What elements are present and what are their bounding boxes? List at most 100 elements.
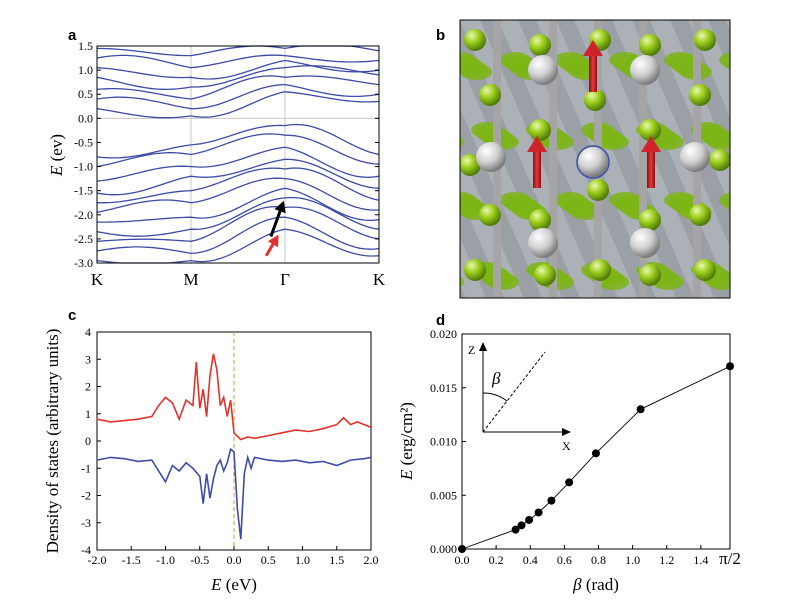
y-tick-label-c: 2 <box>85 380 91 394</box>
metal-atom <box>630 55 660 85</box>
inset-x-arrowhead <box>562 428 571 436</box>
crystal-frame <box>459 19 731 299</box>
metal-atom <box>476 142 506 172</box>
ligand-layer <box>762 274 793 290</box>
metal-bond <box>639 20 647 298</box>
data-point <box>547 496 556 505</box>
ligand-layer <box>428 131 460 147</box>
ligand-layer <box>723 196 730 210</box>
dos-chart: -2.0 -1.5 -1.0 -0.5 0.0 0.5 1.0 1.5 2.0 4 3 2 1 0 -1 -2… <box>43 325 379 594</box>
ligand-layer <box>719 192 730 208</box>
ligand-layer <box>420 125 452 141</box>
ligand-layer <box>416 262 448 278</box>
band-6 <box>96 83 380 110</box>
ligand-layer <box>460 136 464 148</box>
kpoint-label: K <box>91 270 104 289</box>
crystal-structure-image <box>389 19 793 299</box>
band-9 <box>96 133 380 168</box>
magnetic-moment-head <box>641 136 661 152</box>
y-tick-label-a: -2.5 <box>74 232 93 246</box>
ligand-layer <box>727 201 730 211</box>
data-point <box>591 449 600 458</box>
band-15 <box>96 196 380 237</box>
ligand-layer <box>389 192 421 208</box>
metal-atom <box>578 147 608 177</box>
ligand-layer <box>487 274 519 290</box>
ligand-layer <box>754 268 786 284</box>
ligand-atom <box>639 264 661 286</box>
y-tick-label-d: 0.015 <box>430 381 457 395</box>
y-tick-label-a: -1.5 <box>74 184 93 198</box>
ligand-layer <box>460 64 492 80</box>
y-tick-label-a: 0.5 <box>78 87 93 101</box>
black-arrow-head <box>274 200 286 214</box>
ligand-layer <box>754 128 786 144</box>
metal-atom <box>528 55 558 85</box>
y-tick-label-d: 0.010 <box>430 435 457 449</box>
ligand-atom <box>689 204 711 226</box>
x-tick-label-c: 1.0 <box>295 553 310 567</box>
inset-angle-arc <box>482 392 508 402</box>
data-point <box>565 478 574 487</box>
ligand-layer <box>401 201 433 217</box>
panel-label-c: c <box>68 307 76 324</box>
ligand-layer <box>758 131 790 147</box>
y-tick-label-d: 0.020 <box>430 327 457 341</box>
metal-bond <box>549 20 557 298</box>
x-tick-label-c: -1.5 <box>122 553 141 567</box>
x-tick-label-d: 1.0 <box>625 553 640 567</box>
band-1 <box>96 45 380 57</box>
ligand-layer <box>731 201 763 217</box>
y-tick-label-c: -3 <box>81 516 91 530</box>
ligand-atom <box>639 34 661 56</box>
y-tick-label-c: -4 <box>81 543 91 557</box>
spin-down-dos-line <box>96 447 372 540</box>
data-point <box>511 525 520 534</box>
plot-frame-d <box>461 333 731 550</box>
ligand-layer <box>707 134 730 150</box>
inset-angle-diagram: Z X β <box>468 342 571 453</box>
band-8 <box>96 123 380 159</box>
lattice-stripe <box>764 20 793 298</box>
inset-z-arrowhead <box>479 342 487 351</box>
ligand-atom <box>464 29 486 51</box>
magnetic-moment-shaft <box>533 150 541 188</box>
panel-label-b: b <box>436 27 445 44</box>
ligand-layer <box>401 61 433 77</box>
ligand-atom <box>534 264 556 286</box>
ligand-layer <box>424 128 456 144</box>
anisotropy-energy-chart: 0.0 0.2 0.4 0.6 0.8 1.0 1.2 1.4 π/2 0.020 0.015 0.0… <box>397 327 741 594</box>
kpoint-label: M <box>183 270 198 289</box>
ligand-atom <box>639 209 661 231</box>
ligand-layer <box>750 125 782 141</box>
ligand-atom <box>694 259 716 281</box>
y-tick-label-a: 1.5 <box>78 39 93 53</box>
ligand-layer <box>758 271 790 287</box>
ligand-atom <box>587 179 609 201</box>
data-point <box>726 362 735 371</box>
ligand-layer <box>707 274 730 290</box>
x-tick-label-d: 0.8 <box>591 553 606 567</box>
ligand-layer <box>597 134 629 150</box>
ligand-layer <box>397 198 429 214</box>
y-tick-label-c: -2 <box>81 489 91 503</box>
data-point <box>534 508 543 517</box>
y-tick-label-a: -3.0 <box>74 256 93 270</box>
ligand-atom <box>694 29 716 51</box>
ligand-layer <box>719 52 730 68</box>
ligand-layer <box>428 271 460 287</box>
x-tick-label-d: π/2 <box>719 549 741 568</box>
band-14 <box>96 187 380 223</box>
ligand-layer <box>731 61 763 77</box>
ligand-layer <box>750 265 782 281</box>
magnetic-moment-shaft <box>647 150 655 188</box>
inset-z-label: Z <box>468 343 475 357</box>
x-tick-label-d: 1.2 <box>659 553 674 567</box>
ligand-layer <box>746 262 778 278</box>
x-tick-label-d: 1.4 <box>693 553 708 567</box>
y-tick-label-a: 1.0 <box>78 63 93 77</box>
band-13 <box>96 177 380 214</box>
ligand-layer <box>424 268 456 284</box>
band-17 <box>96 216 380 255</box>
ligand-layer <box>735 204 767 220</box>
